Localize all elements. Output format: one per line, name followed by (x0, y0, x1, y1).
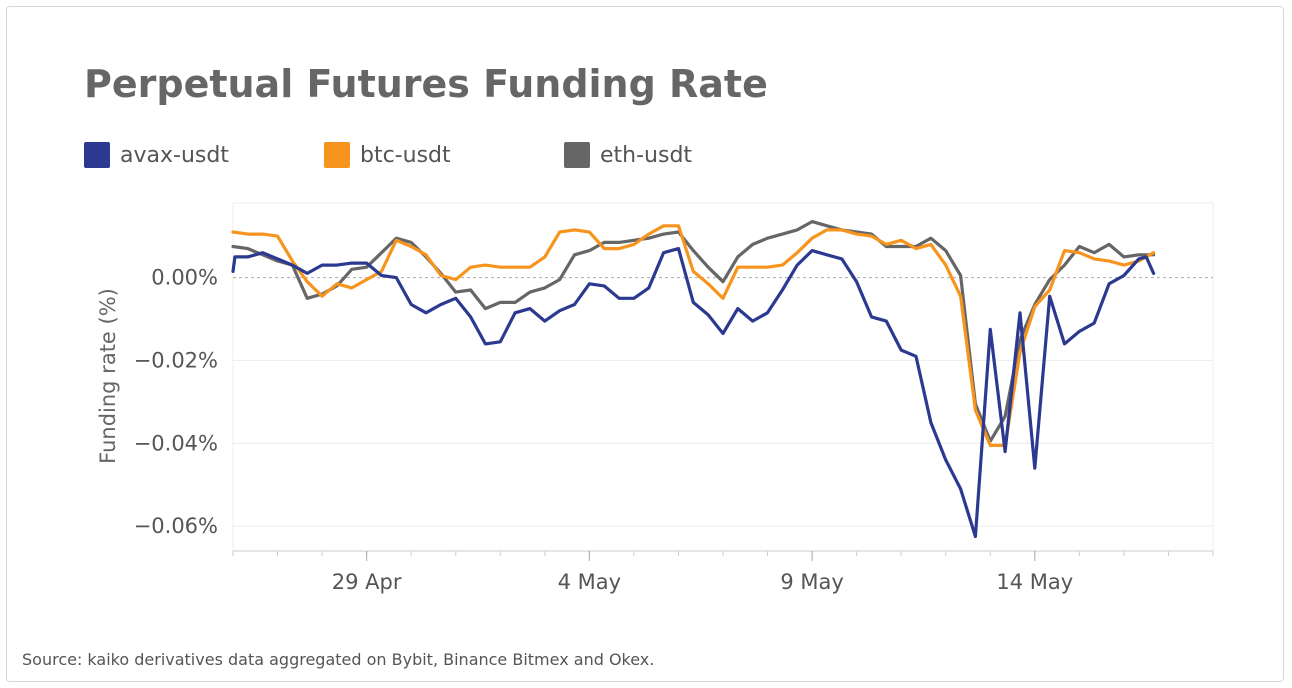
y-tick-label: −0.04% (134, 431, 218, 455)
legend-label-avax: avax-usdt (120, 142, 229, 168)
series-line-avax-usdt (231, 247, 1156, 539)
x-tick-label: 9 May (780, 570, 843, 594)
legend-item-eth[interactable]: eth-usdt (564, 140, 692, 170)
legend-swatch-eth (564, 142, 590, 168)
chart-title: Perpetual Futures Funding Rate (84, 62, 768, 106)
y-tick-label: −0.02% (134, 348, 218, 372)
legend-item-btc[interactable]: btc-usdt (324, 140, 451, 170)
legend-swatch-btc (324, 142, 350, 168)
x-tick-label: 4 May (558, 570, 621, 594)
series-layer (231, 220, 1156, 539)
series-line-eth-usdt (231, 220, 1156, 443)
legend-label-eth: eth-usdt (600, 142, 693, 168)
y-axis-title: Funding rate (%) (96, 288, 120, 464)
y-tick-label: 0.00% (151, 266, 218, 290)
chart-card (6, 6, 1284, 682)
legend-swatch-avax (84, 142, 110, 168)
y-tick-label: −0.06% (134, 514, 218, 538)
legend: avax-usdt btc-usdt eth-usdt (0, 140, 1292, 170)
x-tick-label: 14 May (996, 570, 1073, 594)
x-tick-label: 29 Apr (332, 570, 402, 594)
legend-item-avax[interactable]: avax-usdt (84, 140, 229, 170)
source-note: Source: kaiko derivatives data aggregate… (22, 650, 655, 669)
axis-layer: 0.00% −0.02% −0.04% −0.06% 29 Apr 4 May 9 May 1… (134, 266, 1214, 594)
series-line-btc-usdt (231, 224, 1156, 447)
legend-label-btc: btc-usdt (360, 142, 451, 168)
